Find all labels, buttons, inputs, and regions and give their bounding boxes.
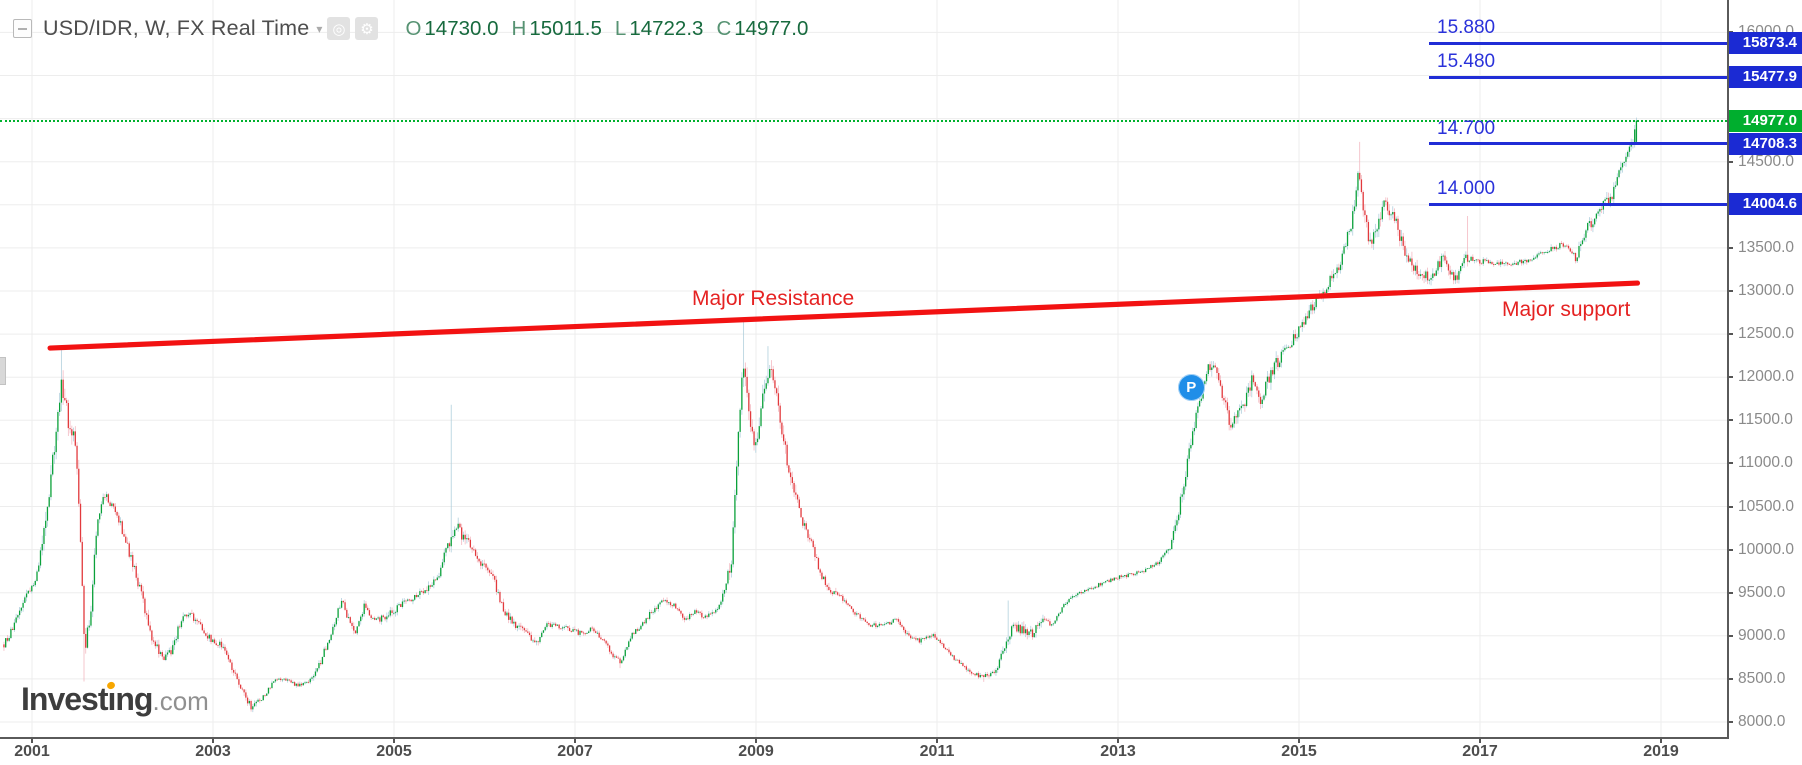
year-tick [755,737,757,743]
price-tick [1727,160,1733,163]
price-tick [1727,677,1733,680]
price-tick [1727,462,1733,465]
level-price-badge: 14004.6 [1729,193,1802,216]
year-tick-label: 2013 [1100,743,1136,760]
year-tick-label: 2017 [1462,743,1498,760]
x-axis-line [0,737,1729,739]
level-label: 15.880 [1437,17,1496,39]
year-tick [212,737,214,743]
chart-header: USD/IDR, W, FX Real Time ▾ ◎ ⚙ O 14730.0 … [13,16,808,41]
price-tick-label: 9500.0 [1738,583,1786,601]
price-tick [1727,721,1733,723]
year-tick-label: 2015 [1281,743,1317,760]
year-tick [393,737,395,743]
investing-watermark: Investıng.com [21,681,209,717]
current-price-line [0,119,1727,122]
target-icon[interactable]: ◎ [327,17,351,40]
price-tick-label: 14500.0 [1738,152,1795,170]
current-price-badge: 14977.0 [1729,109,1802,132]
year-tick [1117,737,1119,743]
price-tick-label: 8500.0 [1738,669,1786,687]
year-tick-label: 2003 [195,743,231,760]
year-tick [936,737,938,743]
level-label: 15.480 [1437,51,1496,73]
level-label: 14.000 [1437,178,1496,200]
year-tick-label: 2007 [557,743,593,760]
price-tick [1727,376,1733,379]
price-tick-label: 9000.0 [1738,626,1786,644]
horizontal-level-line[interactable] [1429,142,1727,146]
time-axis[interactable]: 2001 2003 2005 2007 2009 2011 2013 2015 2017 2019 [0,737,1727,765]
symbol-title: USD/IDR, W, FX Real Time [43,16,310,40]
price-tick-label: 10000.0 [1738,540,1795,558]
year-tick-label: 2005 [376,743,412,760]
ohlc-readout: O 14730.0 H 15011.5 L 14722.3 C 14977.0 [392,17,808,41]
drawing-panel-handle[interactable] [0,357,6,385]
collapse-icon[interactable] [13,19,32,38]
resistance-annotation: Major Resistance [692,287,855,310]
gear-icon[interactable]: ⚙ [355,17,379,40]
price-tick-label: 8000.0 [1738,713,1786,730]
close-label: C [716,16,732,40]
year-tick-label: 2019 [1643,743,1679,760]
horizontal-level-line[interactable] [1429,75,1727,79]
year-tick [574,737,576,743]
level-price-badge: 14708.3 [1729,132,1802,155]
price-tick [1727,548,1733,551]
price-tick-label: 13500.0 [1738,238,1795,256]
year-tick-label: 2009 [738,743,774,760]
price-tick [1727,591,1733,594]
price-tick [1727,333,1733,336]
price-tick [1727,290,1733,292]
close-value: 14977.0 [734,16,809,40]
level-label: 14.700 [1437,117,1496,139]
low-label: L [614,16,627,40]
chevron-down-icon[interactable]: ▾ [316,21,323,36]
level-price-badge: 15477.9 [1729,66,1802,89]
price-tick [1727,505,1733,508]
year-tick [31,737,33,743]
support-annotation: Major support [1502,298,1631,321]
price-tick [1727,246,1733,249]
price-tick-label: 10500.0 [1738,497,1795,515]
low-value: 14722.3 [629,16,704,40]
price-tick-label: 12500.0 [1738,325,1795,343]
year-tick [1660,737,1662,743]
price-tick-label: 13000.0 [1738,282,1795,299]
year-tick [1298,737,1300,743]
level-price-badge: 15873.4 [1729,32,1802,55]
price-tick-label: 11500.0 [1738,411,1793,429]
horizontal-level-line[interactable] [1429,202,1727,206]
open-label: O [405,16,422,40]
year-tick [1479,737,1481,743]
candlestick-chart[interactable] [0,0,1728,738]
y-axis-line [1727,0,1729,739]
high-label: H [511,16,527,40]
open-value: 14730.0 [424,16,499,40]
horizontal-level-line[interactable] [1429,41,1727,45]
price-tick-label: 12000.0 [1738,368,1795,386]
price-tick-label: 11000.0 [1738,454,1793,472]
year-tick-label: 2011 [919,743,955,760]
p-event-marker[interactable]: P [1177,374,1205,402]
price-tick [1727,419,1733,422]
logo-orange-dot: ı [107,681,116,717]
year-tick-label: 2001 [14,743,50,760]
high-value: 15011.5 [529,16,602,40]
price-tick [1727,634,1733,637]
